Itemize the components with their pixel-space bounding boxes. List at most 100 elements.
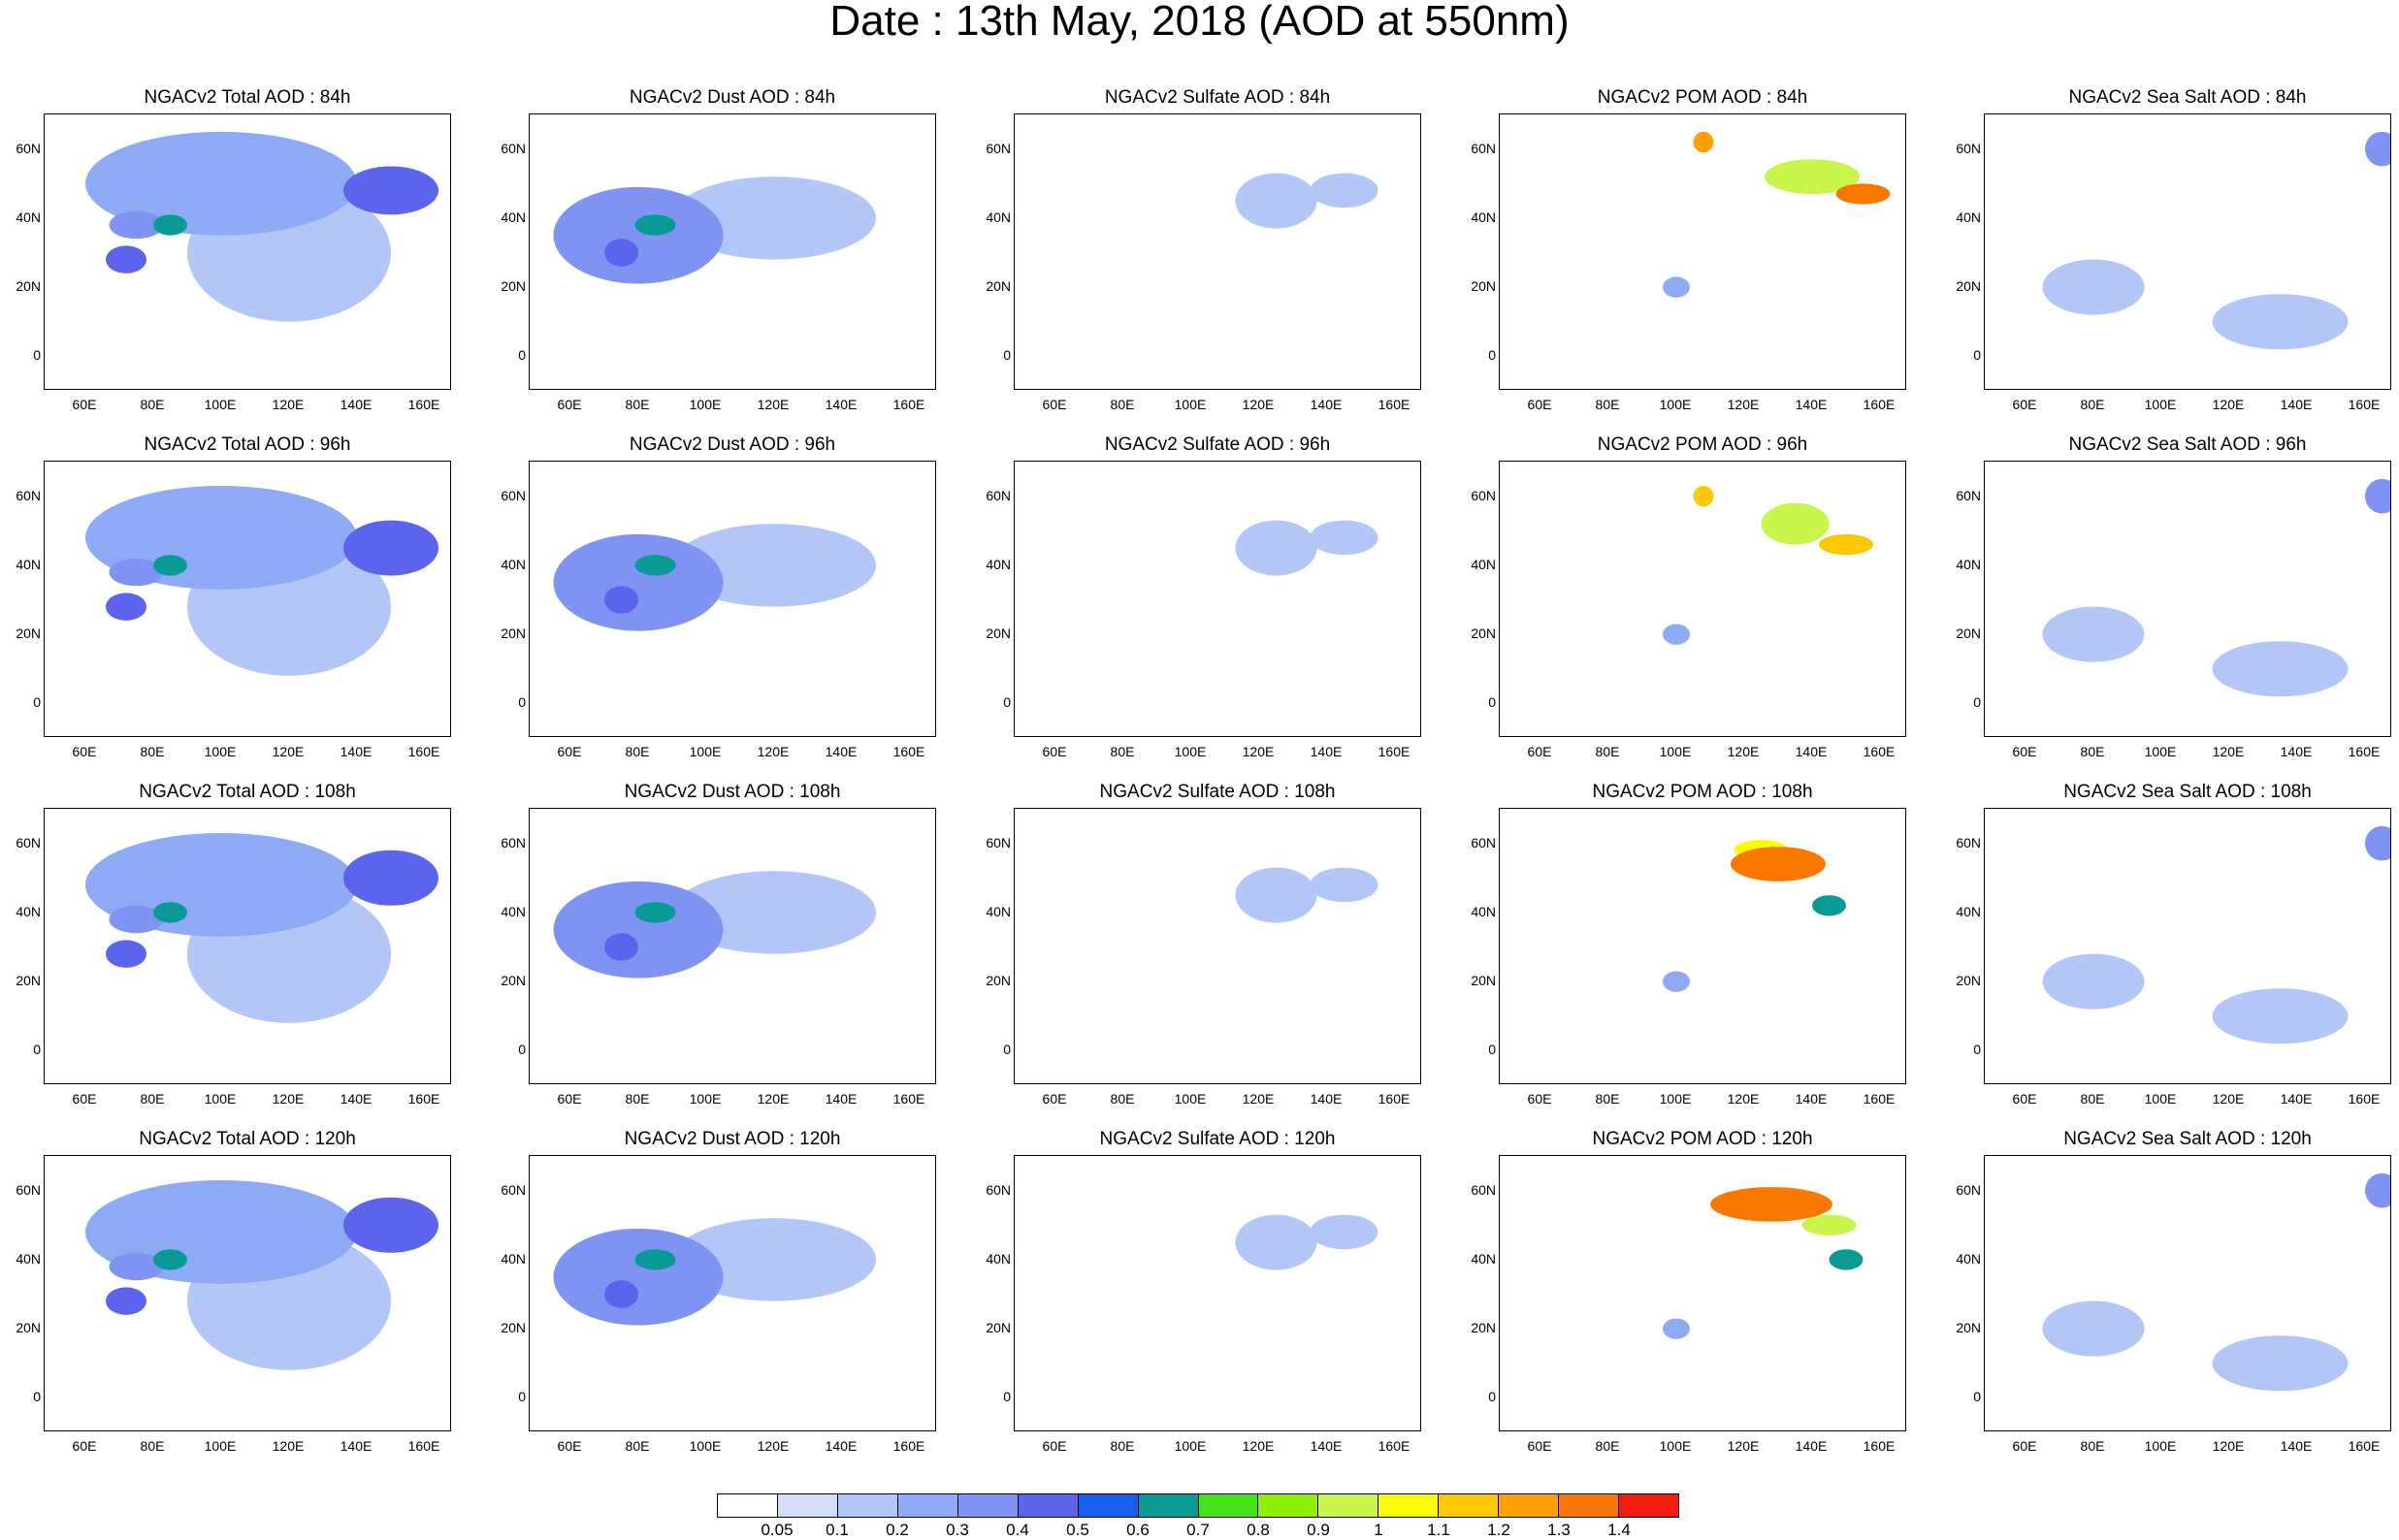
x-tick-label: 60E xyxy=(557,744,582,759)
y-tick-label: 0 xyxy=(33,347,41,364)
y-tick-label: 40N xyxy=(501,556,526,572)
x-tick-label: 100E xyxy=(1659,744,1692,759)
aod-plume xyxy=(2042,1300,2145,1357)
x-tick-label: 80E xyxy=(1110,1091,1135,1107)
x-tick-label: 80E xyxy=(1110,397,1135,412)
panel-title: NGACv2 POM AOD : 108h xyxy=(1592,782,1813,802)
x-tick-label: 60E xyxy=(72,1091,97,1107)
aod-plume xyxy=(343,520,438,576)
map-plot-area xyxy=(1499,808,1906,1084)
aod-plume xyxy=(1310,867,1378,903)
y-tick-label: 40N xyxy=(1956,903,1981,919)
x-tick-label: 80E xyxy=(2080,1438,2105,1454)
y-tick-label: 0 xyxy=(1488,694,1496,711)
y-tick-label: 40N xyxy=(986,903,1011,919)
aod-plume xyxy=(106,245,146,273)
aod-plume xyxy=(2042,259,2145,315)
colorbar-label: 1.4 xyxy=(1607,1521,1631,1539)
y-tick-label: 0 xyxy=(1973,1042,1981,1058)
colorbar-swatch xyxy=(1559,1494,1620,1517)
x-tick-label: 120E xyxy=(2212,397,2245,412)
map-plot-area xyxy=(1984,113,2391,390)
map-panel: NGACv2 Dust AOD : 120h 60N 40N 20N 0 60E 80E 10… xyxy=(495,1129,951,1473)
y-tick-label: 0 xyxy=(33,1389,41,1405)
map-panel: NGACv2 Sulfate AOD : 96h 60N 40N 20N 0 60E 80E… xyxy=(980,434,1436,779)
x-tick-label: 80E xyxy=(2080,397,2105,412)
map-plot-area xyxy=(529,461,936,737)
x-tick-label: 60E xyxy=(557,1438,582,1454)
x-tick-label: 160E xyxy=(2348,397,2381,412)
x-tick-label: 120E xyxy=(757,1091,790,1107)
map-panel: NGACv2 POM AOD : 108h 60N 40N 20N 0 60E 80E 100… xyxy=(1465,782,1921,1126)
aod-plume xyxy=(153,902,187,923)
aod-plume xyxy=(1835,183,1891,205)
y-tick-label: 20N xyxy=(501,973,526,989)
aod-map xyxy=(2042,825,2390,1044)
x-tick-label: 80E xyxy=(1595,744,1620,759)
map-plot-area xyxy=(1014,461,1421,737)
x-tick-label: 80E xyxy=(1110,744,1135,759)
x-tick-label: 60E xyxy=(72,1438,97,1454)
panel-title: NGACv2 Total AOD : 120h xyxy=(139,1129,356,1149)
x-tick-label: 120E xyxy=(272,397,305,412)
panel-title: NGACv2 POM AOD : 96h xyxy=(1597,434,1808,455)
x-tick-label: 80E xyxy=(140,744,165,759)
map-plot-area xyxy=(44,808,451,1084)
panel-title: NGACv2 Total AOD : 108h xyxy=(139,782,356,802)
x-tick-label: 100E xyxy=(1174,397,1207,412)
y-tick-label: 20N xyxy=(1471,1320,1496,1336)
x-tick-label: 140E xyxy=(1795,1091,1828,1107)
x-tick-label: 60E xyxy=(2012,1438,2037,1454)
y-tick-label: 40N xyxy=(16,1250,41,1267)
panel-title: NGACv2 Sea Salt AOD : 84h xyxy=(2068,87,2307,108)
x-tick-label: 160E xyxy=(1378,744,1410,759)
y-tick-label: 40N xyxy=(1956,1250,1981,1267)
y-tick-label: 0 xyxy=(1003,694,1011,711)
map-panel: NGACv2 Total AOD : 108h 60N 40N 20N 0 60E 80E 1… xyxy=(10,782,466,1126)
y-tick-label: 20N xyxy=(16,1320,41,1336)
map-plot-area xyxy=(44,1155,451,1431)
x-tick-label: 120E xyxy=(1727,397,1760,412)
map-panel: NGACv2 Sea Salt AOD : 108h 60N 40N 20N 0 60E 8… xyxy=(1950,782,2399,1126)
x-tick-label: 100E xyxy=(1174,1438,1207,1454)
aod-plume xyxy=(2212,988,2349,1044)
aod-plume xyxy=(106,1287,146,1315)
aod-plume xyxy=(553,186,724,284)
y-tick-label: 20N xyxy=(986,1320,1011,1336)
x-tick-label: 140E xyxy=(1795,1438,1828,1454)
map-plot-area xyxy=(1499,461,1906,737)
map-plot-area xyxy=(1499,113,1906,390)
colorbar-label: 0.7 xyxy=(1186,1521,1210,1539)
colorbar-swatch xyxy=(1078,1494,1139,1517)
colorbar-label: 0.8 xyxy=(1247,1521,1270,1539)
aod-plume xyxy=(109,1252,164,1281)
x-tick-label: 100E xyxy=(1659,1438,1692,1454)
x-tick-label: 160E xyxy=(1863,397,1896,412)
x-tick-label: 140E xyxy=(825,744,858,759)
aod-map xyxy=(2042,1172,2390,1392)
x-tick-label: 80E xyxy=(2080,744,2105,759)
y-tick-label: 60N xyxy=(1471,1181,1496,1198)
x-tick-label: 140E xyxy=(825,1438,858,1454)
aod-plume xyxy=(2365,825,2390,861)
map-plot-area xyxy=(1014,113,1421,390)
y-tick-label: 0 xyxy=(1973,1389,1981,1405)
aod-plume xyxy=(106,593,146,621)
y-tick-label: 60N xyxy=(1956,1181,1981,1198)
x-tick-label: 160E xyxy=(892,744,925,759)
aod-plume xyxy=(634,214,676,236)
aod-plume xyxy=(1765,159,1860,194)
y-tick-label: 60N xyxy=(501,1181,526,1198)
map-panel: NGACv2 Sea Salt AOD : 120h 60N 40N 20N 0 60E 8… xyxy=(1950,1129,2399,1473)
y-tick-label: 60N xyxy=(986,140,1011,156)
aod-map xyxy=(1663,485,1873,645)
map-panel: NGACv2 Dust AOD : 84h 60N 40N 20N 0 60E 80E 100… xyxy=(495,87,951,432)
y-tick-label: 60N xyxy=(16,1181,41,1198)
x-tick-label: 140E xyxy=(1795,397,1828,412)
y-tick-label: 40N xyxy=(986,1250,1011,1267)
y-tick-label: 60N xyxy=(1471,487,1496,503)
x-tick-label: 80E xyxy=(1595,397,1620,412)
x-tick-label: 160E xyxy=(1378,1091,1410,1107)
colorbar-swatch xyxy=(1258,1494,1319,1517)
